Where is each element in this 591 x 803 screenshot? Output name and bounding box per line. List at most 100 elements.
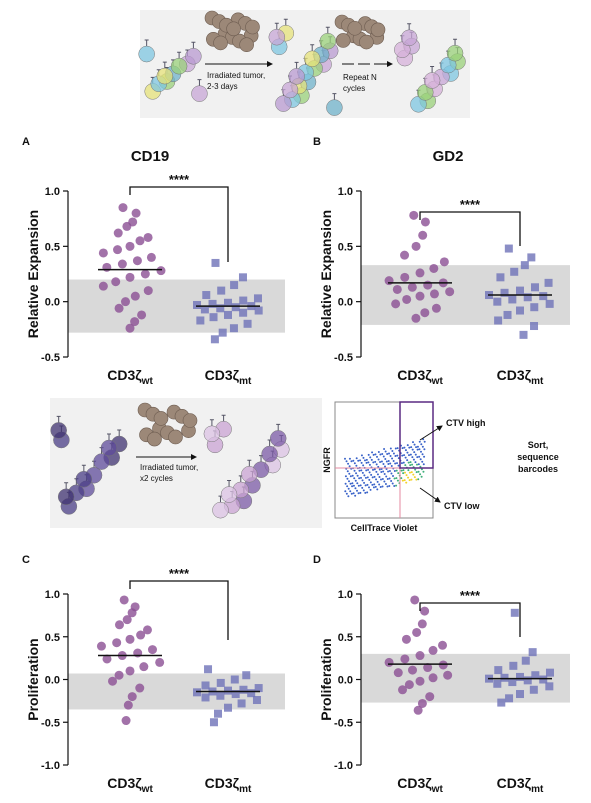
cell	[269, 430, 287, 447]
point	[415, 268, 425, 278]
event	[360, 469, 363, 472]
event	[365, 458, 368, 461]
step-text: Irradiated tumor,	[140, 463, 198, 472]
event	[386, 485, 389, 488]
point	[114, 620, 124, 630]
event	[388, 477, 391, 480]
event	[367, 461, 370, 464]
event	[378, 483, 381, 486]
point	[135, 236, 145, 246]
point	[218, 328, 227, 337]
event	[401, 454, 404, 457]
receptor	[221, 414, 226, 422]
point	[122, 615, 132, 625]
point	[224, 310, 232, 319]
cell	[57, 488, 75, 506]
point	[98, 281, 108, 291]
cell	[400, 29, 418, 47]
event	[402, 461, 405, 464]
point	[247, 689, 256, 698]
event	[365, 461, 368, 464]
event	[376, 473, 379, 476]
receptor	[117, 429, 122, 436]
event	[355, 472, 358, 475]
event	[407, 476, 410, 479]
event	[349, 482, 352, 485]
y-tick-label: 0.5	[338, 632, 353, 644]
event	[357, 459, 360, 462]
event	[383, 472, 386, 475]
event	[380, 460, 383, 463]
category-subscript: mt	[531, 784, 544, 795]
point	[239, 296, 248, 305]
cell	[75, 470, 93, 488]
point	[402, 294, 412, 304]
event	[391, 482, 394, 485]
schematic-cells	[138, 10, 466, 116]
event	[411, 456, 414, 459]
point	[509, 661, 518, 670]
point	[409, 210, 419, 220]
cell	[268, 28, 286, 46]
y-tick-label: -1.0	[334, 760, 353, 772]
point	[125, 323, 135, 333]
point	[201, 693, 210, 702]
point	[523, 293, 532, 302]
point	[521, 656, 530, 665]
cell	[446, 44, 464, 62]
category-subscript: wt	[431, 376, 444, 387]
point	[527, 253, 536, 262]
point	[545, 299, 554, 308]
event	[389, 447, 392, 450]
event	[367, 453, 370, 456]
event	[392, 475, 394, 478]
charts: A CD19 Relative Expansion 1.0 0.5 0.0 -0.5 CD3ζ…	[22, 136, 570, 795]
receptor	[209, 419, 214, 426]
tumor-cell	[182, 413, 198, 428]
event	[377, 458, 380, 461]
point	[230, 281, 239, 290]
point	[505, 694, 514, 703]
category-name: CD3ζ	[107, 775, 142, 791]
y-tick-label: 0.0	[338, 297, 353, 309]
event	[351, 474, 354, 477]
point	[528, 648, 537, 657]
event	[363, 474, 366, 477]
point	[529, 685, 538, 694]
event	[369, 456, 372, 459]
point	[429, 289, 439, 299]
step-text: 2-3 days	[207, 82, 238, 91]
point	[156, 266, 166, 276]
point	[254, 306, 263, 315]
event	[409, 461, 412, 464]
point	[520, 261, 529, 270]
event	[409, 453, 412, 456]
event	[376, 480, 379, 483]
cell	[156, 67, 174, 85]
event	[354, 494, 357, 497]
point	[415, 291, 425, 301]
tumor-cell	[335, 33, 351, 48]
point	[146, 252, 156, 262]
event	[358, 469, 361, 472]
point	[125, 272, 135, 282]
event	[405, 481, 408, 484]
event	[416, 456, 419, 459]
event	[362, 489, 365, 492]
point	[497, 698, 506, 707]
point	[415, 651, 425, 661]
event	[415, 446, 418, 449]
event	[347, 495, 350, 498]
event	[347, 462, 350, 465]
point	[493, 679, 502, 688]
event	[353, 469, 356, 472]
point	[253, 294, 262, 303]
receptor	[283, 18, 288, 26]
event	[397, 464, 400, 467]
event	[393, 477, 396, 480]
event	[372, 453, 375, 456]
event	[370, 458, 373, 461]
event	[403, 446, 406, 449]
point	[494, 666, 503, 675]
point	[516, 672, 524, 681]
